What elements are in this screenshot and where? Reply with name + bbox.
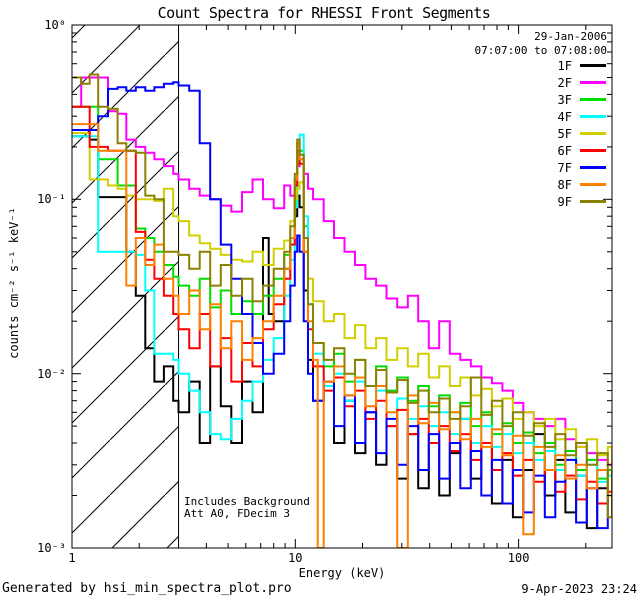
x-axis-label: Energy (keV): [298, 566, 386, 580]
legend-entry-9F: 9F: [480, 193, 606, 210]
legend-label-8F: 8F: [557, 177, 572, 192]
attenuator-hatch-region: [72, 25, 180, 548]
legend-entry-2F: 2F: [480, 74, 606, 91]
legend-label-3F: 3F: [557, 92, 572, 107]
y-tick-label-1: 10⁻¹: [37, 192, 66, 207]
legend-label-9F: 9F: [557, 194, 572, 209]
y-tick-label-0: 10⁰: [44, 18, 66, 32]
legend-entry-1F: 1F: [480, 57, 606, 74]
legend-swatch-9F: [580, 200, 606, 203]
legend-entry-8F: 8F: [480, 176, 606, 193]
spectra-curves: [72, 73, 612, 548]
generated-by-text: Generated by hsi_min_spectra_plot.pro: [2, 581, 292, 596]
legend-swatch-5F: [580, 132, 606, 135]
observation-date: 29-Jan-2006: [534, 30, 607, 43]
x-tick-label-100: 100: [507, 551, 530, 565]
y-tick-label-2: 10⁻²: [37, 366, 66, 381]
y-axis-label: counts cm⁻² s⁻¹ keV⁻¹: [7, 207, 21, 359]
annotation-includes-background: Includes Background: [184, 495, 310, 508]
legend-swatch-1F: [580, 64, 606, 67]
legend-entry-3F: 3F: [480, 91, 606, 108]
legend-swatch-6F: [580, 149, 606, 152]
legend-label-7F: 7F: [557, 160, 572, 175]
legend-swatch-3F: [580, 98, 606, 101]
annotation-attenuator-state: Att A0, FDecim 3: [184, 507, 290, 520]
legend-swatch-8F: [580, 183, 606, 186]
legend: 1F 2F 3F 4F 5F 6F 7F 8F 9F: [480, 57, 606, 210]
legend-swatch-2F: [580, 81, 606, 84]
series-2F: [72, 76, 612, 470]
chart-title: Count Spectra for RHESSI Front Segments: [157, 4, 491, 22]
x-tick-label-1: 1: [68, 551, 76, 565]
observation-interval: 07:07:00 to 07:08:00: [474, 44, 607, 57]
legend-swatch-7F: [580, 166, 606, 169]
legend-entry-6F: 6F: [480, 142, 606, 159]
y-tick-label-3: 10⁻³: [37, 540, 66, 555]
legend-label-1F: 1F: [557, 58, 572, 73]
legend-entry-5F: 5F: [480, 125, 606, 142]
plot-frame: [71, 24, 613, 549]
legend-label-2F: 2F: [557, 75, 572, 90]
series-9F: [72, 73, 612, 519]
x-tick-label-10: 10: [288, 551, 303, 565]
legend-swatch-4F: [580, 115, 606, 118]
legend-label-6F: 6F: [557, 143, 572, 158]
legend-label-4F: 4F: [557, 109, 572, 124]
legend-label-5F: 5F: [557, 126, 572, 141]
legend-entry-7F: 7F: [480, 159, 606, 176]
print-timestamp: 9-Apr-2023 23:24: [521, 582, 637, 596]
legend-entry-4F: 4F: [480, 108, 606, 125]
